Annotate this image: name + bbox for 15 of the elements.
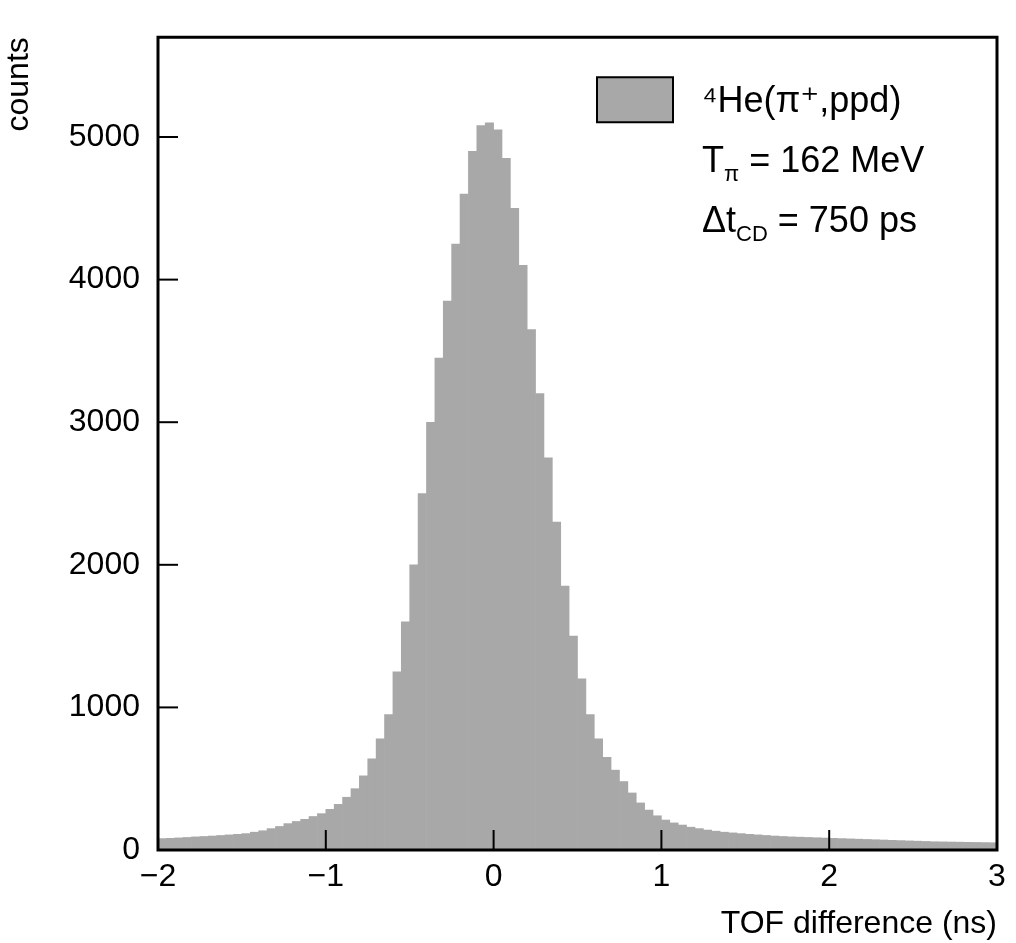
- x-tick-label: −2: [139, 857, 177, 894]
- y-tick-label: 5000: [68, 116, 140, 153]
- x-tick-label: 2: [820, 857, 839, 894]
- x-axis-title: TOF difference (ns): [720, 903, 997, 940]
- x-tick-label: −1: [307, 857, 345, 894]
- y-tick-label: 1000: [68, 687, 140, 724]
- legend-label: ⁴He(π⁺,ppd): [702, 79, 902, 121]
- x-tick-label: 3: [988, 857, 1006, 894]
- y-tick-label: 0: [122, 829, 140, 866]
- y-tick-label: 3000: [68, 402, 140, 439]
- y-tick-label: 2000: [68, 544, 140, 581]
- y-tick-label: 4000: [68, 259, 140, 296]
- x-tick-label: 1: [652, 857, 671, 894]
- y-axis-title: counts: [0, 37, 36, 132]
- x-tick-label: 0: [484, 857, 503, 894]
